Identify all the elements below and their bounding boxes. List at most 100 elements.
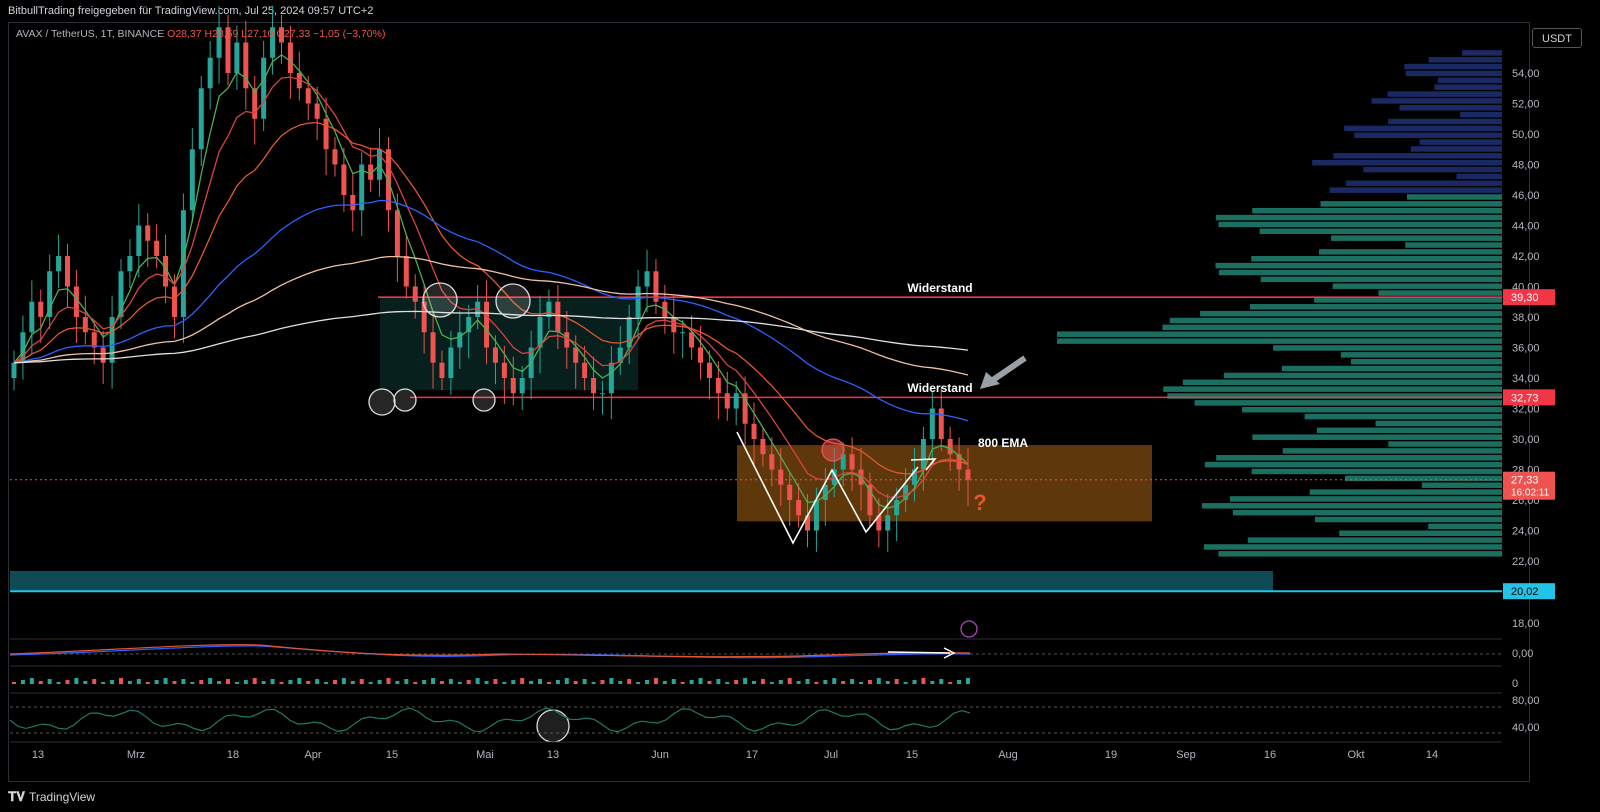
volume-osc-bar — [520, 678, 525, 684]
volume-profile-bar — [1203, 544, 1502, 550]
volume-profile-bar — [1242, 406, 1502, 413]
volume-osc-bar — [359, 679, 364, 684]
candle-body — [653, 271, 659, 302]
candle-body — [537, 317, 543, 348]
x-axis-tick: 13 — [32, 749, 44, 761]
volume-osc-bar — [12, 682, 16, 684]
highlight-circle — [368, 388, 396, 416]
volume-osc-bar — [243, 680, 248, 684]
candle-body — [867, 484, 873, 516]
volume-profile-bar — [1345, 475, 1502, 482]
volume-osc-bar — [350, 681, 355, 684]
candle-body — [805, 515, 811, 531]
candle-body — [323, 118, 329, 150]
volume-profile-bar — [1216, 455, 1502, 461]
candle-body — [724, 393, 730, 409]
candle-body — [626, 317, 632, 348]
x-axis-tick: Aug — [998, 749, 1018, 761]
volume-osc-bar — [957, 680, 962, 684]
candle-body — [894, 500, 900, 516]
volume-osc-bar — [823, 680, 828, 684]
volume-osc-bar — [894, 679, 899, 684]
candle-body — [555, 301, 561, 333]
candle-body — [430, 332, 436, 363]
candle-body — [582, 362, 588, 378]
volume-osc-bar — [493, 679, 498, 684]
volume-osc-bar — [136, 679, 141, 684]
volume-profile-bar — [1167, 393, 1502, 399]
x-axis-tick: 13 — [547, 749, 559, 761]
volume-osc-bar — [885, 681, 890, 684]
volume-osc-bar — [859, 682, 864, 684]
volume-profile-bar — [1218, 551, 1502, 557]
volume-osc-bar — [234, 682, 239, 684]
candle-body — [484, 301, 490, 348]
candle-body — [234, 42, 240, 73]
candle-body — [287, 42, 293, 73]
volume-osc-bar — [74, 678, 79, 684]
volume-osc-bar — [538, 679, 543, 684]
volume-profile-bar — [1354, 132, 1502, 138]
volume-profile-bar — [1232, 509, 1502, 516]
candle-body — [73, 286, 79, 317]
volume-profile-bar — [1404, 63, 1502, 70]
candle-body — [706, 362, 712, 378]
volume-profile-bar — [1428, 56, 1502, 63]
candle-body — [243, 42, 249, 89]
candle-body — [403, 256, 409, 287]
lightning-icon — [960, 620, 978, 638]
volume-profile-bar — [1162, 324, 1502, 331]
price-tag-text: 39,30 — [1511, 292, 1539, 304]
x-axis-tick: 16 — [1264, 749, 1276, 761]
volume-profile-bar — [1332, 283, 1502, 289]
volume-osc-bar — [805, 679, 810, 684]
candle-body — [225, 27, 231, 73]
countdown-text: 16:02:11 — [1511, 488, 1550, 499]
volume-osc-bar — [600, 680, 605, 684]
volume-profile-bar — [1410, 146, 1502, 152]
volume-profile-bar — [1315, 516, 1502, 523]
volume-profile-bar — [1218, 221, 1502, 228]
candle-body — [457, 332, 463, 348]
volume-profile-bar — [1333, 153, 1502, 159]
candle-body — [492, 347, 498, 363]
publisher-text: BitbullTrading freigegeben für TradingVi… — [8, 5, 374, 17]
currency-button[interactable]: USDT — [1532, 28, 1582, 48]
volume-profile-bar — [1387, 91, 1502, 97]
y-axis-tick: 44,00 — [1512, 221, 1540, 233]
volume-profile-bar — [1405, 70, 1502, 77]
price-tag — [1503, 389, 1555, 406]
volume-osc-bar — [778, 680, 783, 684]
volume-profile-bar — [1437, 77, 1502, 84]
volume-profile-bar — [1169, 317, 1502, 324]
volume-osc-bar — [502, 682, 507, 684]
volume-profile-bar — [1378, 290, 1502, 296]
candle-body — [787, 484, 793, 500]
volume-profile-bar — [1215, 214, 1502, 221]
volume-profile-bar — [1304, 413, 1502, 420]
annotation-label: Widerstand — [907, 281, 972, 295]
volume-profile-bar — [1331, 235, 1502, 241]
candle-body — [920, 439, 926, 470]
volume-profile-bar — [1329, 187, 1502, 193]
volume-profile-bar — [1229, 496, 1502, 502]
volume-profile-bar — [1350, 358, 1502, 365]
osc-axis-tick: 80,00 — [1512, 695, 1540, 707]
tradingview-logo[interactable]: 𝐓𝐕 TradingView — [8, 789, 95, 805]
candle-body — [546, 301, 552, 317]
volume-profile-bar — [1202, 503, 1502, 509]
y-axis-tick: 50,00 — [1512, 129, 1540, 141]
y-axis-tick: 18,00 — [1512, 618, 1540, 630]
candle-body — [929, 408, 935, 439]
volume-profile-bar — [1309, 489, 1502, 495]
volume-profile-bar — [1319, 249, 1502, 255]
consolidation-zone — [737, 445, 1152, 522]
volume-osc-bar — [662, 681, 667, 684]
volume-osc-bar — [172, 681, 177, 684]
volume-profile-bar — [1251, 468, 1502, 475]
y-axis-tick: 38,00 — [1512, 312, 1540, 324]
volume-osc-bar — [618, 681, 623, 684]
ohlc-values: O28,37 H28,59 L27,10 C27,33 −1,05 (−3,70… — [167, 28, 386, 40]
volume-profile-bar — [1340, 352, 1502, 358]
